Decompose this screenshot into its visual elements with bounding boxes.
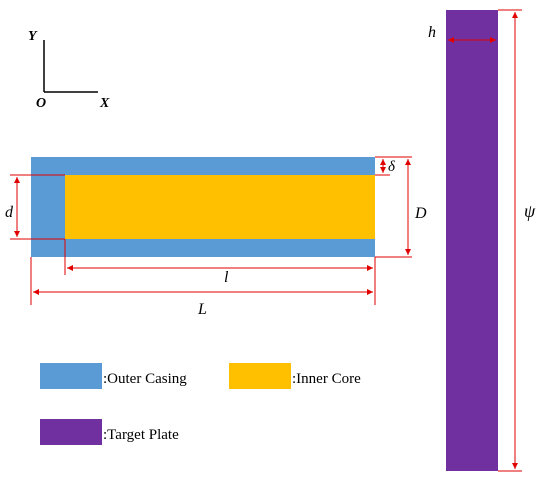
legend: :Outer Casing :Inner Core :Target Plate <box>40 363 361 445</box>
h-label: h <box>428 24 436 41</box>
delta-label: δ <box>388 159 396 175</box>
target-dimension-lines <box>448 9 522 472</box>
target-plate-rect <box>446 10 498 471</box>
legend-inner-core-label: :Inner Core <box>292 371 361 387</box>
y-axis-label: Y <box>28 29 38 44</box>
projectile <box>31 157 375 257</box>
L-label: L <box>197 301 207 318</box>
D-label: D <box>414 205 427 222</box>
origin-label: O <box>36 96 46 111</box>
dimension-lines <box>10 156 412 305</box>
legend-target-plate-label: :Target Plate <box>103 427 179 443</box>
x-axis-label: X <box>99 96 110 111</box>
legend-outer-casing-swatch <box>40 363 102 389</box>
d-label: d <box>5 204 14 221</box>
psi-label: ψ <box>524 201 536 221</box>
legend-target-plate-swatch <box>40 419 102 445</box>
inner-core-rect <box>65 175 375 239</box>
legend-inner-core-swatch <box>229 363 291 389</box>
target-plate <box>446 10 498 471</box>
legend-outer-casing-label: :Outer Casing <box>103 371 187 387</box>
l-label: l <box>224 269 229 286</box>
coordinate-axes: Y X O <box>28 29 110 111</box>
